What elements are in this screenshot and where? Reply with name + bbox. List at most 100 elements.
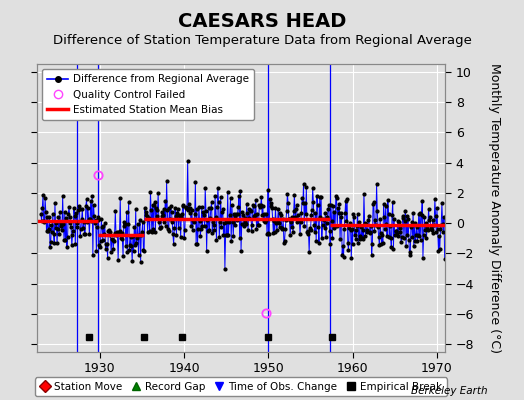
- Point: [99, 223, 107, 229]
- Point: [251, 212, 259, 218]
- Point: [113, 228, 121, 235]
- Point: [300, 223, 309, 229]
- Point: [359, 236, 367, 242]
- Point: [373, 208, 381, 214]
- Point: [429, 230, 438, 236]
- Point: [425, 217, 433, 223]
- Point: [299, 200, 307, 206]
- Point: [270, 218, 278, 224]
- Point: [45, 214, 53, 220]
- Point: [202, 248, 211, 254]
- Point: [177, 214, 185, 220]
- Point: [231, 212, 239, 219]
- Point: [276, 224, 284, 230]
- Point: [191, 179, 200, 185]
- Point: [39, 218, 48, 224]
- Point: [97, 216, 105, 222]
- Point: [171, 205, 179, 211]
- Point: [298, 194, 307, 201]
- Point: [274, 218, 282, 224]
- Point: [307, 211, 315, 218]
- Point: [290, 192, 299, 198]
- Point: [95, 242, 103, 248]
- Point: [227, 238, 235, 244]
- Point: [404, 216, 412, 222]
- Point: [61, 209, 69, 216]
- Text: Difference of Station Temperature Data from Regional Average: Difference of Station Temperature Data f…: [52, 34, 472, 47]
- Point: [313, 193, 321, 199]
- Point: [340, 226, 348, 232]
- Point: [440, 214, 448, 220]
- Point: [277, 212, 285, 218]
- Point: [148, 229, 156, 236]
- Point: [340, 254, 348, 260]
- Point: [148, 202, 157, 208]
- Point: [356, 236, 365, 242]
- Point: [434, 248, 443, 255]
- Point: [374, 224, 382, 230]
- Point: [426, 214, 434, 220]
- Point: [403, 232, 412, 238]
- Point: [189, 217, 198, 223]
- Point: [269, 230, 278, 237]
- Point: [237, 221, 246, 227]
- Point: [53, 226, 62, 232]
- Point: [128, 258, 136, 264]
- Point: [381, 226, 389, 232]
- Point: [177, 234, 185, 240]
- Point: [348, 241, 357, 248]
- Point: [363, 229, 372, 236]
- Point: [183, 158, 192, 164]
- Point: [384, 211, 392, 217]
- Point: [291, 214, 299, 220]
- Point: [233, 217, 241, 224]
- Point: [160, 218, 169, 225]
- Point: [431, 213, 440, 219]
- Point: [236, 188, 245, 194]
- Point: [103, 241, 111, 248]
- Point: [74, 203, 83, 209]
- Point: [439, 229, 447, 236]
- Point: [197, 226, 205, 232]
- Point: [280, 238, 289, 244]
- Point: [79, 224, 87, 231]
- Point: [255, 202, 264, 208]
- Point: [274, 206, 282, 212]
- Point: [395, 218, 403, 225]
- Point: [210, 222, 218, 229]
- Point: [252, 197, 260, 204]
- Point: [394, 218, 402, 225]
- Point: [410, 242, 418, 249]
- Point: [279, 216, 287, 222]
- Point: [424, 206, 433, 212]
- Point: [174, 225, 183, 231]
- Point: [99, 236, 107, 243]
- Point: [380, 213, 388, 220]
- Point: [223, 232, 231, 238]
- Point: [129, 233, 137, 239]
- Point: [325, 228, 334, 234]
- Point: [150, 202, 158, 208]
- Point: [132, 206, 140, 212]
- Point: [376, 216, 384, 222]
- Point: [187, 223, 195, 230]
- Point: [433, 205, 441, 211]
- Point: [68, 232, 77, 238]
- Point: [214, 185, 222, 191]
- Point: [111, 208, 119, 215]
- Point: [266, 200, 275, 207]
- Point: [138, 219, 147, 225]
- Point: [336, 214, 345, 221]
- Point: [90, 202, 98, 208]
- Point: [91, 220, 99, 226]
- Point: [226, 212, 234, 218]
- Point: [396, 225, 404, 231]
- Point: [262, 211, 270, 217]
- Point: [293, 219, 301, 226]
- Point: [228, 219, 237, 226]
- Point: [219, 232, 227, 238]
- Point: [361, 220, 369, 226]
- Point: [118, 236, 127, 242]
- Point: [111, 230, 119, 236]
- Point: [336, 236, 344, 242]
